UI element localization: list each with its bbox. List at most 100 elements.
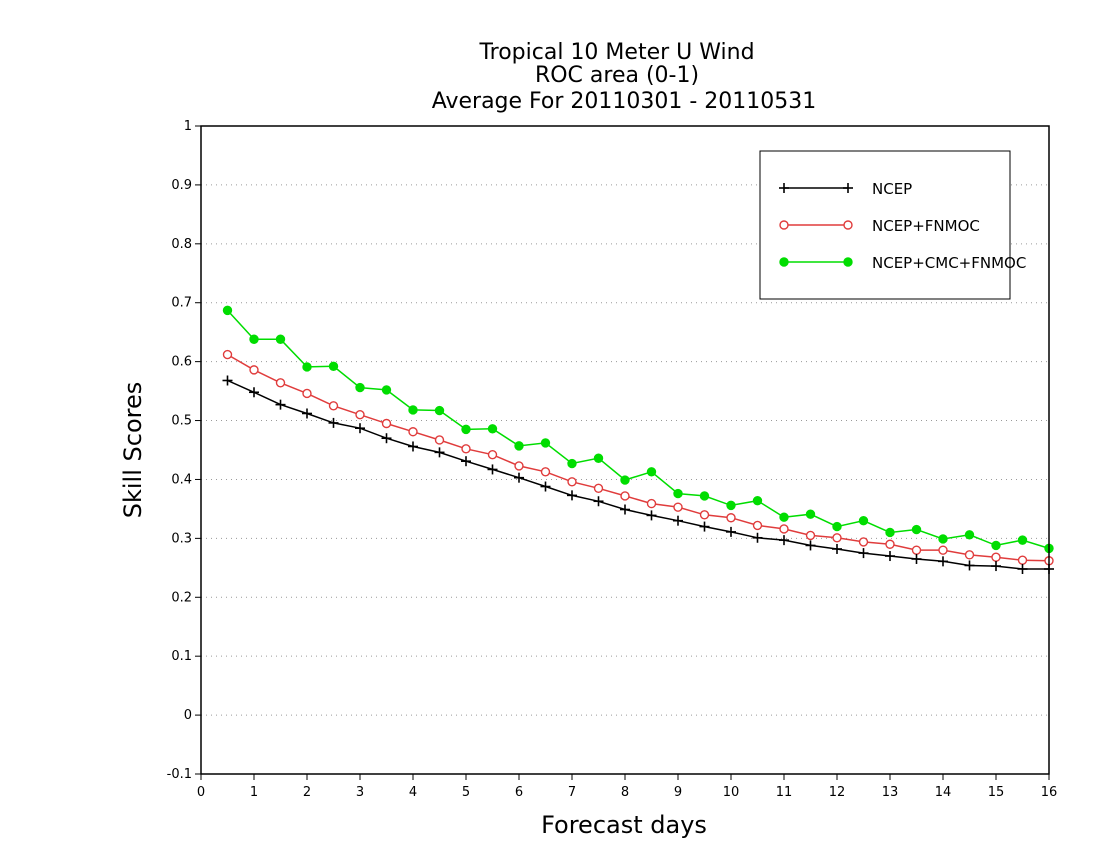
legend-marker bbox=[843, 220, 853, 230]
x-tick-label: 6 bbox=[515, 785, 523, 800]
data-point bbox=[885, 539, 895, 549]
series-line bbox=[227, 353, 1050, 562]
x-tick-label: 4 bbox=[409, 785, 417, 800]
data-point bbox=[858, 548, 869, 559]
data-point bbox=[832, 533, 842, 543]
data-point bbox=[620, 475, 630, 485]
x-tick-label: 5 bbox=[462, 785, 470, 800]
chart-title: Tropical 10 Meter U Wind ROC area (0-1) … bbox=[432, 40, 817, 114]
data-point bbox=[726, 513, 736, 523]
x-tick-label: 10 bbox=[723, 785, 740, 800]
data-point bbox=[381, 385, 392, 395]
x-tick-label: 2 bbox=[303, 785, 311, 800]
data-point bbox=[699, 510, 710, 520]
data-point bbox=[408, 405, 418, 415]
y-tick-label: 0.5 bbox=[171, 414, 192, 429]
data-point bbox=[646, 498, 657, 509]
data-point bbox=[911, 524, 922, 535]
data-point bbox=[752, 520, 763, 531]
data-point bbox=[964, 530, 975, 540]
data-point bbox=[434, 435, 445, 445]
data-point bbox=[1017, 555, 1028, 565]
data-point bbox=[275, 399, 286, 410]
data-point bbox=[461, 444, 471, 454]
x-tick-label: 3 bbox=[356, 785, 364, 800]
x-tick-label: 14 bbox=[935, 785, 952, 800]
data-point bbox=[1017, 563, 1028, 574]
data-point bbox=[858, 515, 869, 526]
y-tick-label: 0.4 bbox=[171, 472, 192, 487]
data-point bbox=[779, 524, 789, 534]
data-point bbox=[938, 534, 948, 544]
data-point bbox=[991, 540, 1001, 551]
data-point bbox=[275, 334, 286, 344]
data-point bbox=[620, 504, 630, 515]
data-point bbox=[779, 512, 789, 522]
legend-marker bbox=[779, 183, 789, 193]
data-point bbox=[991, 561, 1001, 572]
legend-marker bbox=[843, 257, 853, 267]
data-point bbox=[646, 510, 657, 521]
legend-label: NCEP+FNMOC bbox=[872, 217, 980, 235]
data-point bbox=[805, 509, 816, 519]
x-tick-label: 7 bbox=[568, 785, 576, 800]
axis-ticks: -0.100.10.20.30.40.50.60.70.80.910 1 2 3 4 5 6… bbox=[167, 119, 1058, 800]
data-point bbox=[832, 521, 842, 532]
data-point bbox=[222, 375, 233, 386]
data-point bbox=[673, 515, 683, 526]
y-tick-label: 0.8 bbox=[171, 237, 192, 252]
y-tick-label: 0.1 bbox=[171, 649, 192, 664]
data-point bbox=[355, 382, 365, 393]
y-tick-label: 0 bbox=[184, 708, 192, 723]
data-point bbox=[434, 405, 445, 416]
series-ncep bbox=[222, 375, 1054, 574]
x-tick-label: 13 bbox=[882, 785, 899, 800]
data-point bbox=[249, 365, 259, 375]
data-point bbox=[514, 472, 524, 483]
data-point bbox=[752, 495, 763, 506]
data-point bbox=[726, 526, 736, 537]
data-point bbox=[964, 550, 975, 560]
data-point bbox=[434, 447, 445, 458]
data-point bbox=[726, 500, 736, 511]
data-point bbox=[487, 424, 498, 434]
series-line bbox=[227, 379, 1049, 570]
data-point bbox=[540, 467, 551, 477]
data-point bbox=[832, 543, 842, 554]
data-point bbox=[991, 552, 1001, 562]
data-point bbox=[938, 545, 948, 555]
legend: NCEP NCEP+FNMOC NCEP+CMC+FNMOC bbox=[759, 150, 1026, 300]
legend-label: NCEP+CMC+FNMOC bbox=[872, 254, 1026, 272]
series-ncep-fnmoc bbox=[222, 349, 1054, 566]
data-point bbox=[328, 417, 339, 428]
x-axis-title: Forecast days bbox=[541, 811, 707, 839]
x-tick-label: 16 bbox=[1041, 785, 1058, 800]
data-point bbox=[699, 521, 710, 532]
data-point bbox=[911, 545, 922, 555]
data-point bbox=[699, 491, 710, 501]
data-point bbox=[567, 477, 577, 487]
y-axis-title: Skill Scores bbox=[119, 382, 147, 519]
legend-marker bbox=[843, 183, 853, 193]
data-point bbox=[673, 502, 683, 512]
data-point bbox=[779, 535, 789, 546]
title-line-1: Tropical 10 Meter U Wind bbox=[478, 40, 754, 65]
data-point bbox=[885, 551, 895, 562]
series-group bbox=[222, 305, 1054, 574]
data-point bbox=[620, 491, 630, 501]
x-tick-label: 12 bbox=[829, 785, 846, 800]
data-point bbox=[302, 362, 312, 372]
data-point bbox=[593, 453, 604, 463]
data-point bbox=[567, 458, 577, 469]
x-tick-label: 0 bbox=[197, 785, 205, 800]
data-point bbox=[540, 481, 551, 492]
legend-item: NCEP+CMC+FNMOC bbox=[779, 254, 1026, 272]
data-point bbox=[461, 424, 471, 435]
data-point bbox=[249, 387, 259, 398]
title-line-3: Average For 20110301 - 20110531 bbox=[432, 89, 817, 114]
data-point bbox=[752, 532, 763, 543]
data-point bbox=[302, 388, 312, 399]
data-point bbox=[249, 334, 259, 344]
